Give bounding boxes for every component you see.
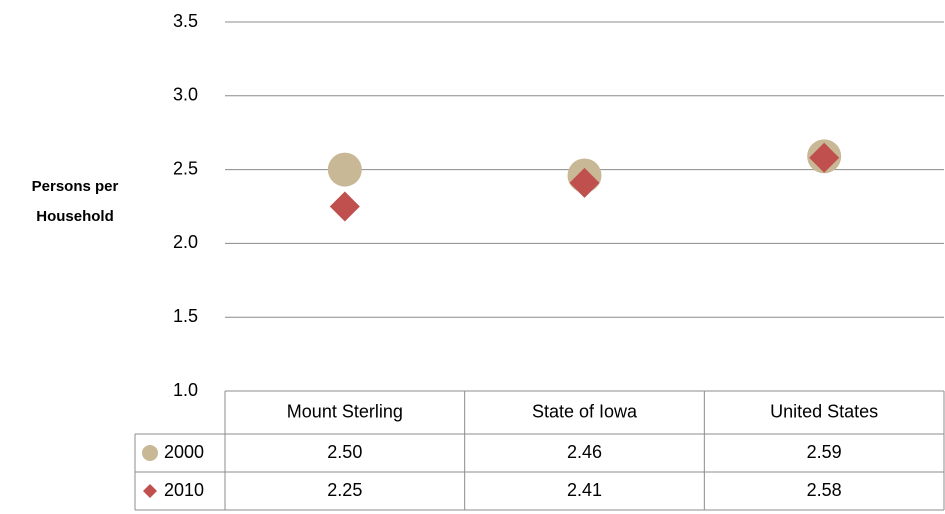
x-tick-label: State of Iowa bbox=[532, 401, 638, 421]
x-tick-label: Mount Sterling bbox=[287, 401, 403, 421]
table-value: 2.25 bbox=[327, 480, 362, 500]
y-tick-label: 3.0 bbox=[173, 85, 198, 105]
marker-diamond bbox=[569, 167, 600, 198]
table-value: 2.59 bbox=[807, 442, 842, 462]
table-value: 2.41 bbox=[567, 480, 602, 500]
legend-label: 2010 bbox=[164, 480, 204, 500]
table-value: 2.46 bbox=[567, 442, 602, 462]
y-tick-label: 2.5 bbox=[173, 158, 198, 178]
table-value: 2.58 bbox=[807, 480, 842, 500]
marker-circle bbox=[142, 445, 158, 461]
table-value: 2.50 bbox=[327, 442, 362, 462]
y-axis-label: Persons per Household bbox=[31, 178, 119, 225]
marker-diamond bbox=[809, 142, 840, 173]
x-tick-label: United States bbox=[770, 401, 878, 421]
y-tick-label: 1.5 bbox=[173, 306, 198, 326]
marker-diamond bbox=[329, 191, 360, 222]
y-tick-label: 2.0 bbox=[173, 232, 198, 252]
legend-label: 2000 bbox=[164, 442, 204, 462]
y-tick-label: 3.5 bbox=[173, 11, 198, 31]
y-tick-label: 1.0 bbox=[173, 380, 198, 400]
marker-circle bbox=[327, 152, 362, 187]
marker-diamond bbox=[143, 484, 157, 498]
